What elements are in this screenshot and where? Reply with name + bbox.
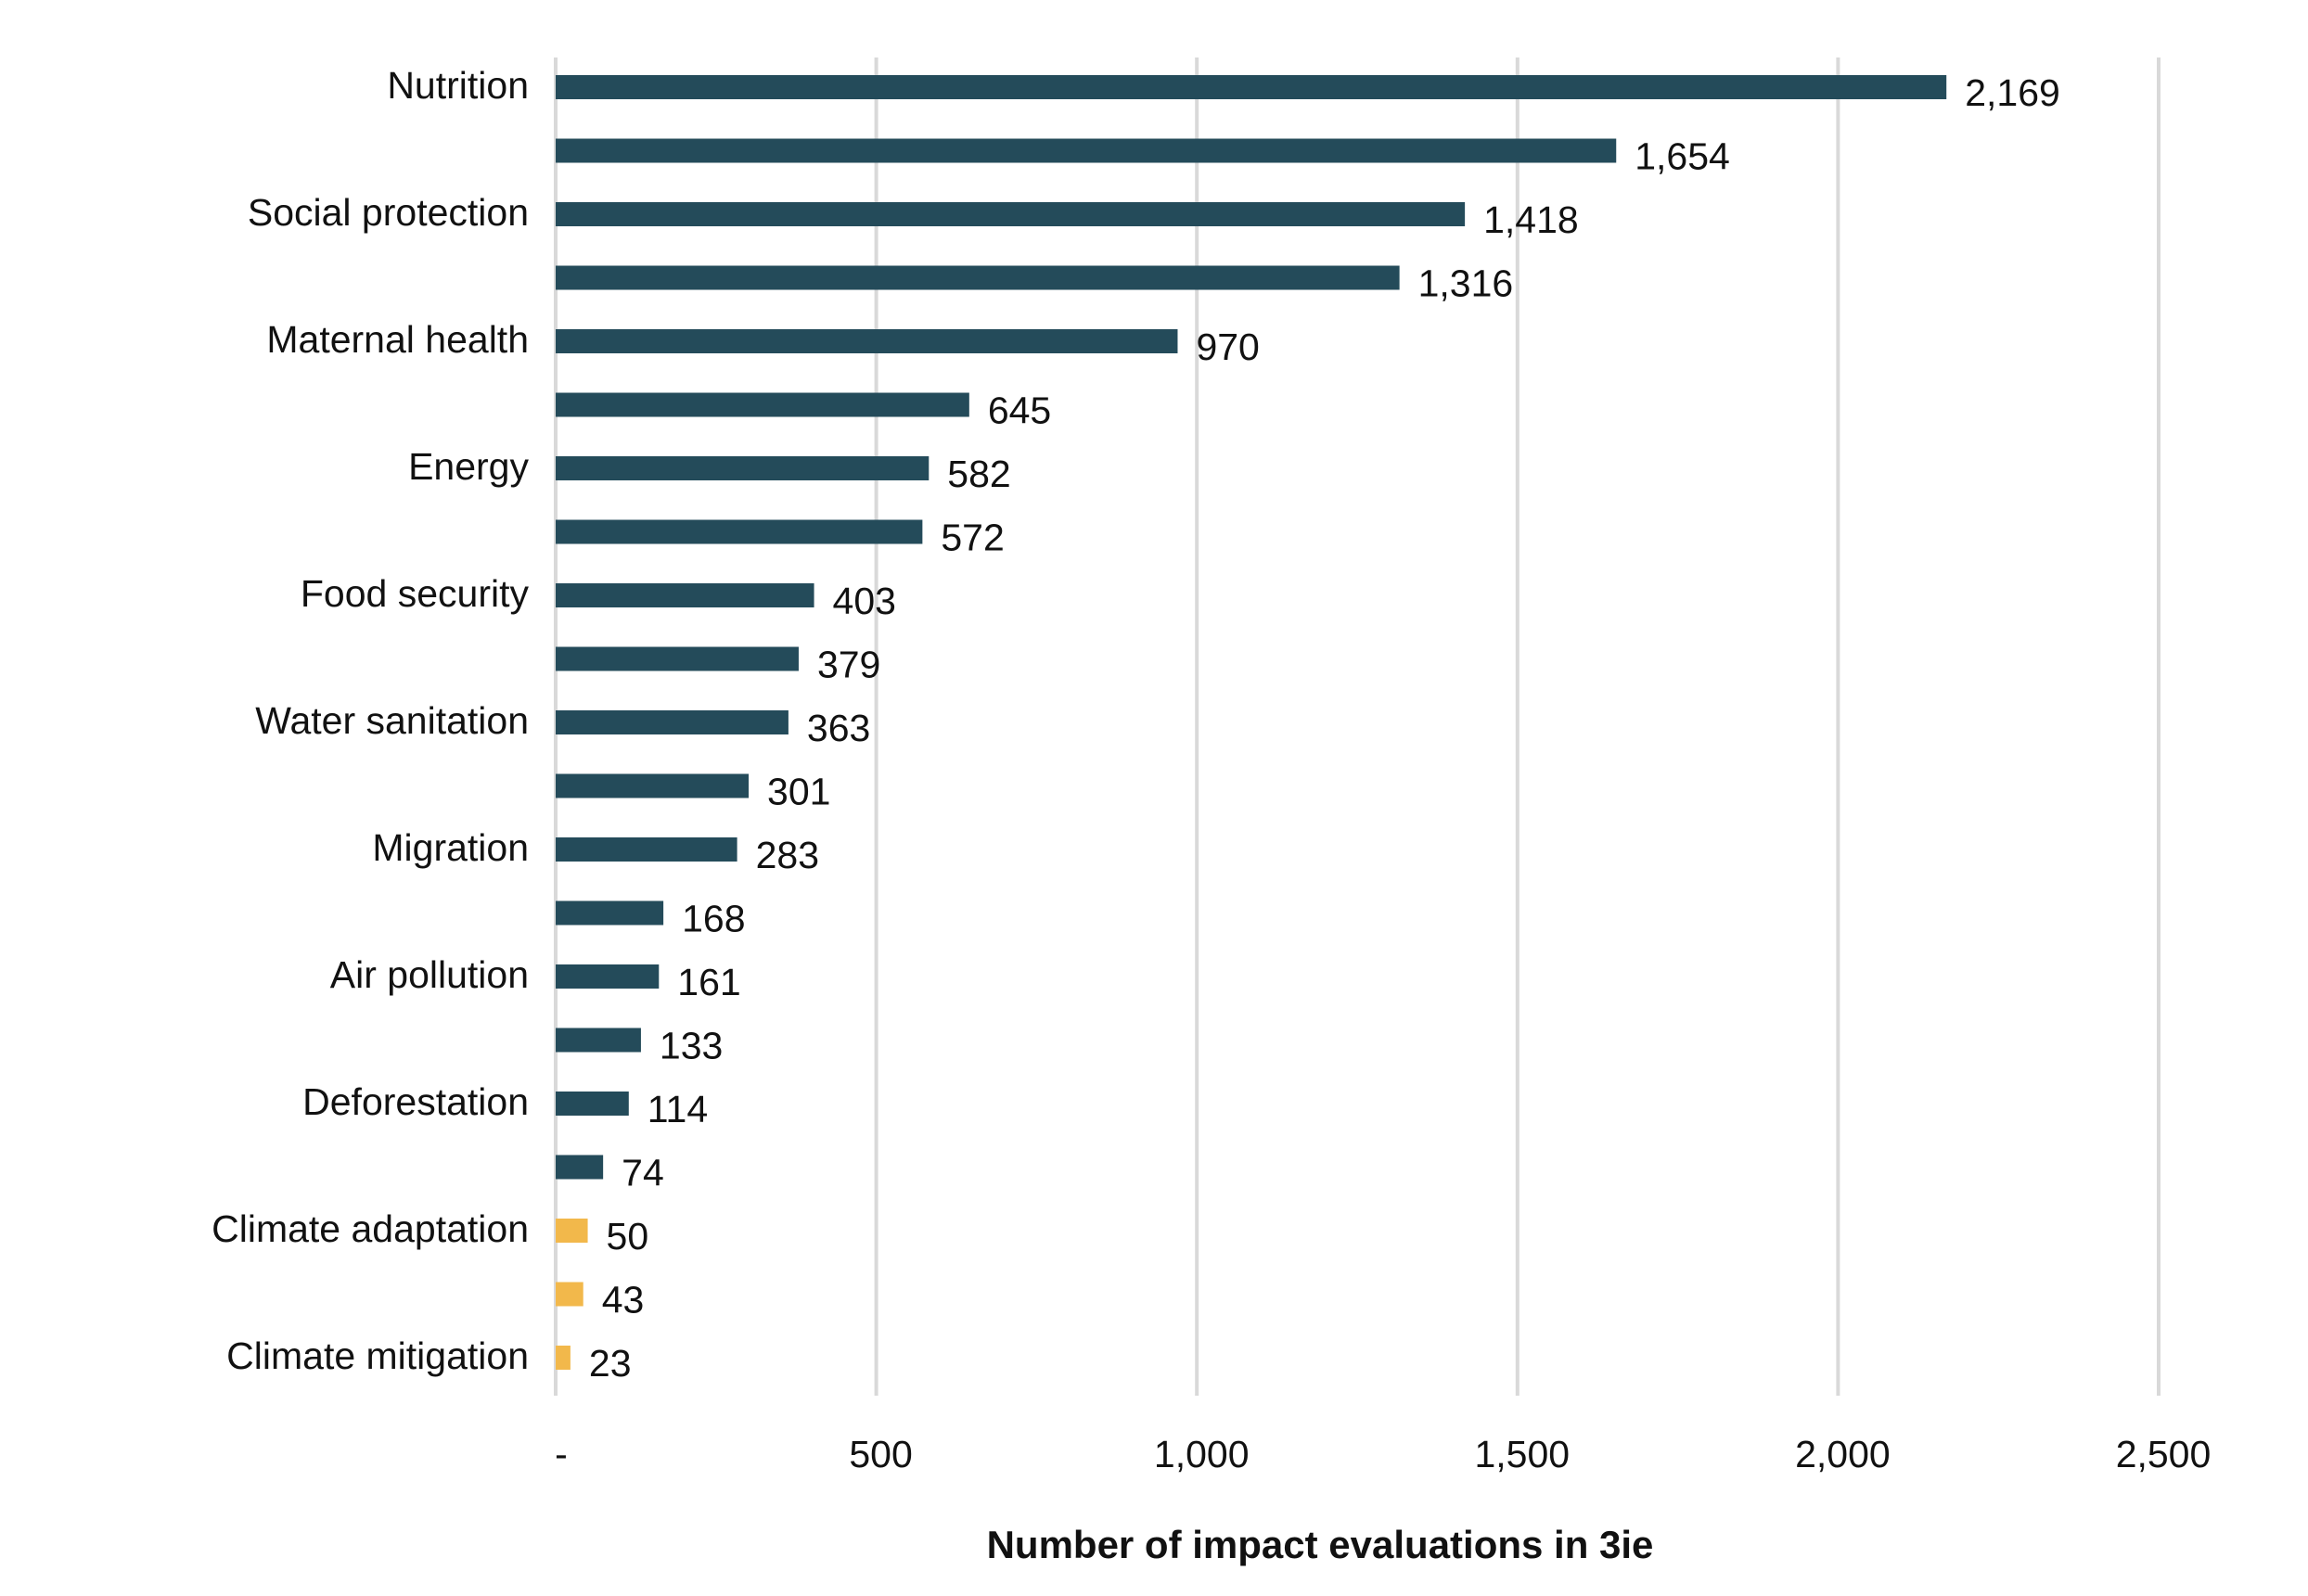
category-label: Water sanitation bbox=[255, 699, 529, 742]
bars bbox=[556, 75, 1947, 1370]
category-labels: Nutrition Social protection Maternal healt… bbox=[212, 64, 529, 1377]
gridlines bbox=[554, 57, 2161, 1396]
bar-value-label: 379 bbox=[817, 644, 880, 686]
bar-value-label: 301 bbox=[767, 771, 830, 813]
category-label: Energy bbox=[408, 445, 529, 488]
bar bbox=[556, 1155, 604, 1180]
bar bbox=[556, 138, 1617, 163]
bar bbox=[556, 710, 789, 734]
bar-value-label: 403 bbox=[833, 580, 896, 622]
category-label: Climate mitigation bbox=[226, 1334, 529, 1377]
bar bbox=[556, 1028, 641, 1053]
bar-value-label: 363 bbox=[807, 707, 870, 749]
bar bbox=[556, 265, 1400, 290]
value-labels: 2,169 1,654 1,418 1,316 970 645 582 572 403 379 36… bbox=[589, 71, 2060, 1385]
bar-value-label: 645 bbox=[988, 389, 1051, 432]
category-label: Social protection bbox=[248, 191, 529, 234]
x-tick-label: 500 bbox=[849, 1433, 912, 1475]
bar bbox=[556, 392, 969, 417]
bar-value-label: 161 bbox=[677, 961, 740, 1003]
bar-value-label: 50 bbox=[607, 1215, 649, 1258]
bar-value-label: 74 bbox=[622, 1152, 664, 1194]
bar bbox=[556, 202, 1466, 226]
x-tick-label: - bbox=[555, 1433, 568, 1475]
bar bbox=[556, 1346, 571, 1370]
bar-value-label: 168 bbox=[682, 898, 745, 940]
category-label: Migration bbox=[372, 826, 529, 869]
bar-value-label: 283 bbox=[756, 834, 819, 876]
bar bbox=[556, 773, 750, 798]
bar-value-label: 582 bbox=[947, 453, 1010, 495]
x-tick-label: 1,500 bbox=[1474, 1433, 1570, 1475]
bar bbox=[556, 964, 660, 989]
bar-value-label: 23 bbox=[589, 1342, 632, 1385]
category-label: Air pollution bbox=[330, 953, 529, 996]
x-axis-title: Number of impact evaluations in 3ie bbox=[987, 1523, 1654, 1566]
bar-value-label: 2,169 bbox=[1965, 71, 2060, 114]
bar bbox=[556, 456, 930, 480]
bar-value-label: 43 bbox=[602, 1279, 645, 1321]
category-label: Maternal health bbox=[266, 318, 529, 361]
bar-value-label: 133 bbox=[660, 1025, 723, 1067]
x-tick-label: 2,000 bbox=[1795, 1433, 1891, 1475]
bar-value-label: 572 bbox=[941, 517, 1004, 559]
bar-value-label: 1,418 bbox=[1483, 198, 1579, 241]
bar bbox=[556, 1092, 629, 1116]
bar bbox=[556, 900, 664, 926]
x-tick-label: 1,000 bbox=[1154, 1433, 1250, 1475]
bar-value-label: 970 bbox=[1196, 326, 1259, 368]
bar bbox=[556, 329, 1178, 353]
category-label: Food security bbox=[301, 572, 530, 615]
category-label: Nutrition bbox=[387, 64, 529, 107]
bar-value-label: 114 bbox=[648, 1088, 708, 1130]
bar bbox=[556, 519, 923, 544]
bar-value-label: 1,654 bbox=[1635, 135, 1730, 178]
category-label: Deforestation bbox=[302, 1080, 529, 1123]
x-axis-ticks: - 500 1,000 1,500 2,000 2,500 bbox=[555, 1433, 2211, 1475]
bar bbox=[556, 75, 1947, 99]
category-label: Climate adaptation bbox=[212, 1207, 529, 1250]
bar bbox=[556, 583, 814, 607]
x-tick-label: 2,500 bbox=[2116, 1433, 2212, 1475]
bar bbox=[556, 1282, 583, 1307]
bar bbox=[556, 1219, 588, 1243]
bar-value-label: 1,316 bbox=[1418, 262, 1514, 305]
bar bbox=[556, 646, 799, 671]
bar bbox=[556, 837, 737, 862]
